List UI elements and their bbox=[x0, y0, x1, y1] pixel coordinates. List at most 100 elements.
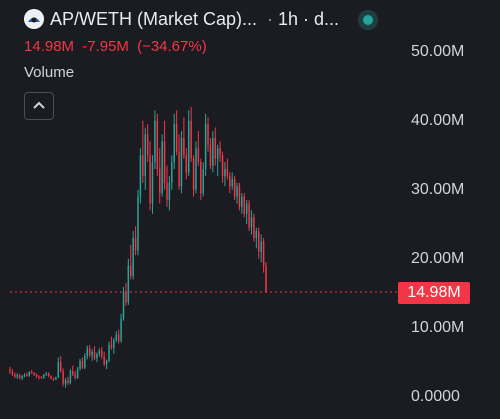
candle-body bbox=[88, 348, 91, 356]
candle-body bbox=[91, 351, 93, 356]
candle-body bbox=[139, 155, 142, 197]
last-price: 14.98M bbox=[24, 38, 75, 55]
candle-body bbox=[207, 124, 209, 145]
candle-body bbox=[52, 378, 55, 380]
candle-body bbox=[120, 318, 122, 341]
candle-body bbox=[55, 377, 57, 380]
candle-body bbox=[168, 182, 171, 201]
candle-body bbox=[69, 371, 72, 383]
axis-tick-label: 30.00M bbox=[411, 181, 464, 198]
price-change: -7.95M bbox=[82, 38, 129, 55]
candle-body bbox=[96, 353, 98, 359]
candle-body bbox=[236, 186, 238, 197]
candle-body bbox=[243, 196, 246, 214]
candle-body bbox=[212, 137, 214, 166]
candle-body bbox=[76, 369, 79, 379]
candle-body bbox=[161, 141, 163, 194]
candle-body bbox=[166, 182, 168, 201]
last-price-tag: 14.98M bbox=[398, 282, 470, 304]
candle-body bbox=[57, 362, 60, 378]
candle-body bbox=[11, 371, 14, 375]
axis-tick-label: 50.00M bbox=[411, 43, 464, 60]
candle-body bbox=[209, 144, 212, 166]
candle-body bbox=[229, 175, 231, 187]
candle-body bbox=[113, 340, 115, 348]
candle-body bbox=[197, 148, 200, 163]
axis-tick-label: 40.00M bbox=[411, 112, 464, 129]
candle-body bbox=[175, 124, 178, 152]
candle-body bbox=[163, 141, 166, 183]
collapse-legend-button[interactable] bbox=[24, 92, 54, 120]
chart-header: AP/WETH (Market Cap)... · 1h · d... 14.9… bbox=[0, 0, 400, 90]
candle-body bbox=[224, 168, 226, 176]
candle-body bbox=[105, 360, 108, 365]
candle-body bbox=[248, 203, 250, 228]
candle-body bbox=[219, 148, 221, 156]
candle-body bbox=[45, 373, 47, 375]
candle-body bbox=[245, 203, 248, 214]
candle-body bbox=[127, 265, 130, 303]
candle-body bbox=[62, 371, 64, 384]
candle-body bbox=[130, 265, 132, 276]
candle-body bbox=[125, 291, 127, 303]
candle-body bbox=[26, 374, 28, 376]
candle-body bbox=[110, 344, 113, 348]
candle-body bbox=[149, 155, 151, 204]
candle-body bbox=[18, 375, 21, 379]
axis-tick-label: 10.00M bbox=[411, 319, 464, 336]
candle-body bbox=[35, 374, 38, 377]
candle-body bbox=[47, 373, 50, 376]
volume-legend-label[interactable]: Volume bbox=[24, 64, 75, 81]
candle-body bbox=[33, 373, 35, 375]
axis-tick-label: 20.00M bbox=[411, 250, 464, 267]
interval-selector[interactable]: 1h · d... bbox=[278, 9, 340, 29]
candle-body bbox=[59, 362, 62, 372]
candle-body bbox=[178, 151, 180, 187]
symbol-title[interactable]: AP/WETH (Market Cap)... bbox=[50, 9, 258, 29]
candlestick-series bbox=[9, 106, 267, 388]
candle-body bbox=[40, 377, 43, 379]
candle-body bbox=[200, 162, 202, 194]
candle-body bbox=[265, 265, 267, 293]
candle-body bbox=[117, 334, 120, 341]
price-summary: 14.98M -7.95M (−34.67%) bbox=[24, 38, 211, 56]
candle-body bbox=[221, 155, 224, 176]
candle-body bbox=[122, 291, 125, 319]
candle-body bbox=[192, 158, 195, 190]
price-axis[interactable]: 50.00M 40.00M 30.00M 20.00M 10.00M 0.000… bbox=[411, 43, 464, 405]
candle-body bbox=[233, 179, 236, 197]
candle-body bbox=[74, 374, 76, 379]
candle-body bbox=[21, 375, 23, 379]
candle-body bbox=[216, 148, 219, 159]
candle-body bbox=[142, 155, 144, 176]
candle-body bbox=[154, 120, 156, 163]
candle-body bbox=[43, 374, 45, 379]
candle-body bbox=[262, 241, 265, 266]
candle-body bbox=[72, 371, 74, 375]
candle-body bbox=[258, 231, 260, 252]
candle-body bbox=[132, 237, 134, 276]
market-status-icon bbox=[358, 10, 378, 30]
candle-body bbox=[38, 376, 40, 378]
candle-body bbox=[23, 374, 26, 376]
candle-body bbox=[93, 351, 96, 359]
title-separator: · bbox=[267, 9, 273, 29]
candle-body bbox=[108, 344, 110, 361]
candle-body bbox=[134, 237, 137, 251]
candle-body bbox=[250, 217, 253, 228]
candle-body bbox=[214, 137, 217, 159]
candle-body bbox=[9, 369, 11, 372]
candle-body bbox=[156, 120, 159, 169]
candle-body bbox=[226, 168, 229, 176]
candle-body bbox=[238, 186, 241, 207]
candle-body bbox=[16, 375, 18, 377]
candle-body bbox=[253, 217, 255, 238]
candle-body bbox=[79, 360, 81, 370]
candle-body bbox=[202, 168, 204, 194]
price-change-percent: (−34.67%) bbox=[137, 38, 207, 55]
candle-body bbox=[86, 348, 89, 356]
candle-body bbox=[183, 137, 185, 156]
candle-body bbox=[64, 380, 67, 384]
